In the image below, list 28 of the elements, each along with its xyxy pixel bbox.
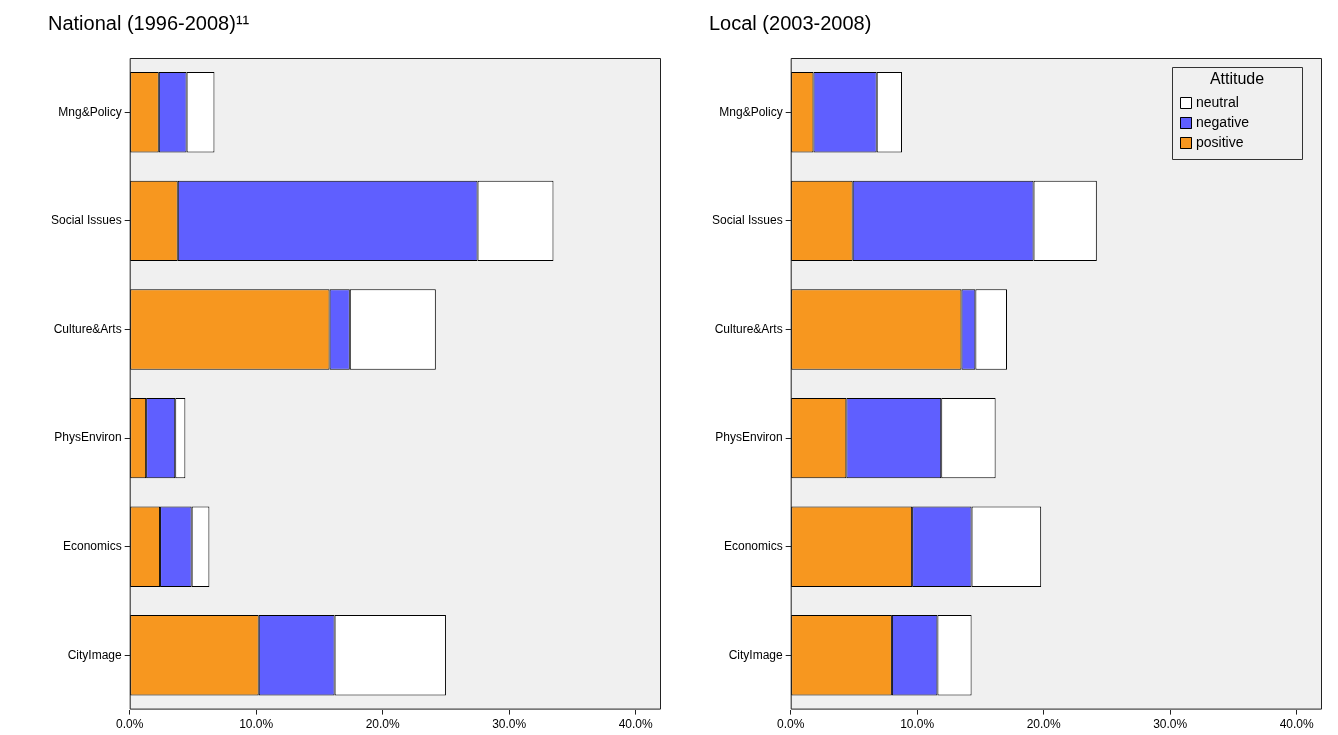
- y-tick-label: Social Issues: [712, 213, 783, 228]
- y-tick-label: Economics: [63, 539, 122, 554]
- x-tick-label: 10.0%: [900, 717, 935, 732]
- x-tick-label: 20.0%: [365, 717, 401, 732]
- y-tick-label: PhysEnviron: [54, 430, 122, 445]
- y-tick-label: CityImage: [728, 647, 784, 662]
- x-tick-label: 10.0%: [239, 717, 274, 732]
- legend-label: neutral: [1196, 93, 1239, 110]
- y-tick-label: Social Issues: [51, 213, 122, 228]
- x-tick-label: 0.0%: [777, 717, 805, 732]
- x-tick-label: 0.0%: [116, 717, 144, 732]
- y-tick-label: Culture&Arts: [53, 321, 122, 336]
- y-tick-label: Mng&Policy: [719, 104, 783, 119]
- chart-title: Local (2003-2008): [709, 11, 872, 34]
- legend-label: positive: [1196, 133, 1244, 150]
- x-tick-label: 30.0%: [1153, 717, 1188, 732]
- y-tick-label: CityImage: [67, 647, 123, 662]
- x-tick-label: 40.0%: [1279, 717, 1315, 732]
- legend-label: negative: [1196, 113, 1250, 130]
- y-tick-label: Economics: [724, 539, 783, 554]
- x-tick-label: 20.0%: [1026, 717, 1062, 732]
- x-tick-label: 40.0%: [618, 717, 654, 732]
- legend-title: Attitude: [1209, 70, 1265, 88]
- y-tick-label: Mng&Policy: [58, 104, 122, 119]
- y-tick-label: Culture&Arts: [714, 321, 783, 336]
- y-tick-label: PhysEnviron: [715, 430, 783, 445]
- x-tick-label: 30.0%: [492, 717, 527, 732]
- chart-title: National (1996-2008)¹¹: [48, 11, 250, 34]
